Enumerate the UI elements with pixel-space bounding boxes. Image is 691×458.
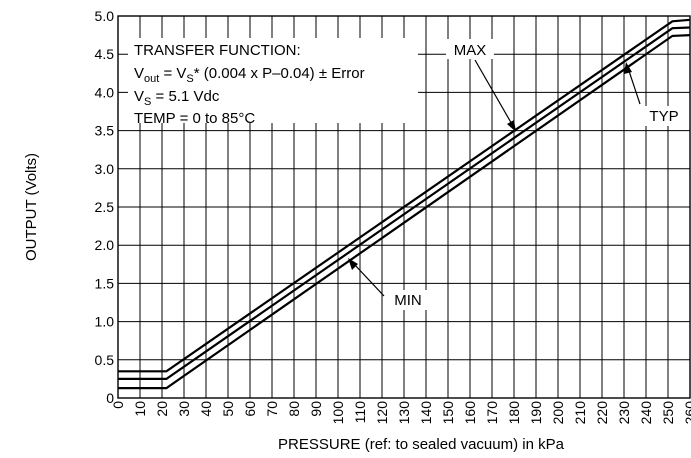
- series-typ-line: [118, 26, 691, 380]
- vout-symbol: V: [134, 65, 144, 82]
- transfer-function-box: TRANSFER FUNCTION: Vout = VS* (0.004 x P…: [128, 38, 418, 127]
- x-tick-label: 170: [484, 401, 500, 425]
- y-tick-label: 0: [106, 390, 114, 406]
- x-tick-label: 30: [176, 401, 192, 417]
- x-tick-label: 190: [528, 401, 544, 425]
- x-tick-label: 90: [308, 401, 324, 417]
- y-tick-label: 2.0: [95, 237, 115, 253]
- typ-label-background: [640, 106, 688, 126]
- y-tick-label: 5.0: [95, 8, 115, 24]
- y-tick-label: 3.0: [95, 161, 115, 177]
- transfer-function-background: [128, 38, 418, 123]
- x-tick-label: 140: [418, 401, 434, 425]
- plot-frame: [117, 15, 691, 399]
- series-lines: [118, 18, 691, 390]
- min-annotation: MIN: [348, 258, 430, 310]
- temperature-range: TEMP = 0 to 85°C: [134, 110, 255, 127]
- x-tick-label: 250: [660, 401, 676, 425]
- x-tick-label: 20: [154, 401, 170, 417]
- supply-voltage: VS = 5.1 Vdc: [134, 88, 220, 108]
- min-label-background: [386, 290, 430, 310]
- y-tick-label: 4.5: [95, 46, 115, 62]
- x-tick-label: 240: [638, 401, 654, 425]
- series-max-line: [118, 18, 691, 373]
- y-axis-title: OUTPUT (Volts): [23, 153, 40, 261]
- tick-labels: 0 0.5 1.0 1.5 2.0 2.5 3.0 3.5 4.0 4.5 5.0 0 10 20 30 40…: [95, 8, 691, 424]
- x-tick-label: 200: [550, 401, 566, 425]
- vs-subscript: S: [186, 73, 193, 85]
- x-tick-label: 220: [594, 401, 610, 425]
- x-tick-label: 10: [132, 401, 148, 417]
- vs-value: = 5.1 Vdc: [151, 88, 219, 105]
- typ-annotation: TYP: [624, 62, 688, 126]
- x-tick-label: 60: [242, 401, 258, 417]
- x-tick-label: 260: [682, 401, 691, 425]
- x-tick-label: 130: [396, 401, 412, 425]
- y-tick-label: 2.5: [95, 199, 115, 215]
- vs-symbol: V: [134, 88, 144, 105]
- x-tick-label: 40: [198, 401, 214, 417]
- x-tick-label: 0: [110, 401, 126, 409]
- x-tick-label: 100: [330, 401, 346, 425]
- typ-arrowhead: [624, 62, 632, 74]
- vs-line-subscript: S: [144, 96, 151, 108]
- vout-formula: * (0.004 x P–0.04) ± Error: [194, 65, 365, 82]
- x-tick-label: 50: [220, 401, 236, 417]
- typ-label: TYP: [649, 108, 678, 125]
- x-tick-label: 110: [352, 401, 368, 424]
- x-tick-label: 70: [264, 401, 280, 417]
- max-annotation: MAX: [446, 39, 516, 132]
- vout-equation: Vout = VS* (0.004 x P–0.04) ± Error: [134, 65, 365, 85]
- vout-subscript: out: [144, 73, 159, 85]
- y-tick-label: 0.5: [95, 352, 115, 368]
- typ-arrow-line: [627, 67, 641, 105]
- series-min-line: [118, 34, 691, 390]
- min-label: MIN: [394, 292, 422, 309]
- y-tick-label: 1.5: [95, 275, 115, 291]
- x-tick-label: 80: [286, 401, 302, 417]
- x-tick-label: 160: [462, 401, 478, 425]
- max-arrowhead: [507, 120, 516, 132]
- max-label: MAX: [454, 42, 487, 59]
- x-tick-label: 150: [440, 401, 456, 425]
- x-tick-label: 180: [506, 401, 522, 425]
- max-arrow-line: [474, 59, 514, 127]
- y-tick-label: 3.5: [95, 123, 115, 139]
- min-arrowhead: [348, 258, 358, 270]
- max-label-background: [446, 39, 494, 59]
- y-tick-label: 4.0: [95, 84, 115, 100]
- x-tick-label: 210: [572, 401, 588, 425]
- transfer-function-title: TRANSFER FUNCTION:: [134, 42, 301, 59]
- x-axis-title: PRESSURE (ref: to sealed vacuum) in kPa: [278, 436, 565, 453]
- x-tick-label: 120: [374, 401, 390, 425]
- x-tick-label: 230: [616, 401, 632, 425]
- vout-equals: = V: [159, 65, 186, 82]
- y-tick-label: 1.0: [95, 314, 115, 330]
- min-arrow-line: [353, 263, 385, 297]
